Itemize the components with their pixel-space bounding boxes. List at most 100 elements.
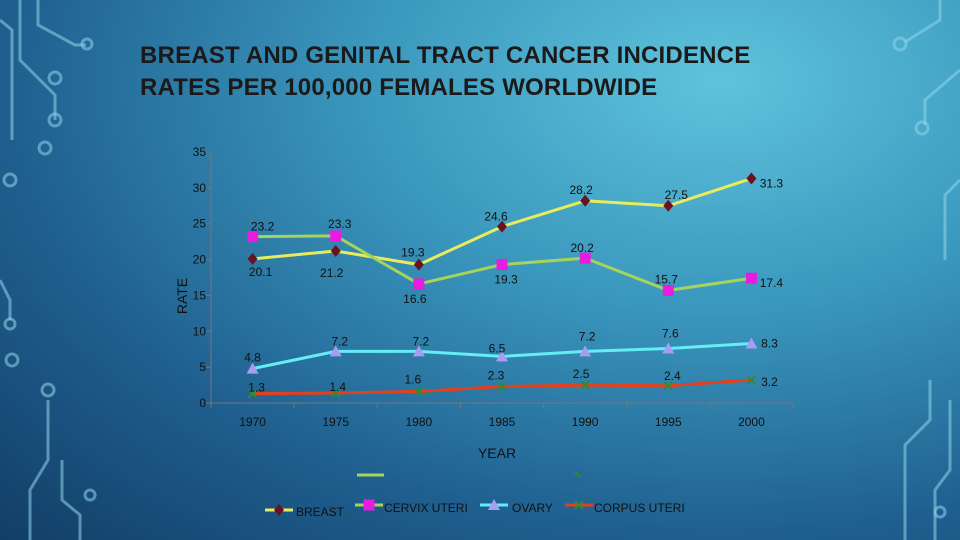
circuit-node <box>933 505 947 519</box>
legend-label: CERVIX UTERI <box>384 501 468 515</box>
circuit-node <box>892 36 908 52</box>
x-marker-stroke <box>247 388 258 399</box>
circuit-node <box>80 37 94 51</box>
circuit-node <box>3 317 17 331</box>
data-label: 15.7 <box>655 272 679 286</box>
circuit-node <box>83 488 97 502</box>
legend-artifact-mark <box>574 471 581 478</box>
data-point-corpus-uteri <box>414 386 424 397</box>
circuit-trace-right-2 <box>923 68 960 125</box>
data-label: 31.3 <box>760 177 784 191</box>
data-point-cervix-uteri <box>745 272 757 284</box>
data-label: 2.3 <box>488 369 505 383</box>
data-point-corpus-uteri <box>663 381 673 391</box>
data-point-ovary <box>579 345 592 357</box>
data-label: 7.2 <box>579 329 596 343</box>
circuit-trace-left-1 <box>18 0 57 120</box>
data-label: 6.5 <box>489 341 506 355</box>
data-label: 7.2 <box>331 334 348 348</box>
data-label: 28.2 <box>569 183 593 197</box>
legend-marker <box>574 500 584 510</box>
x-tick-label: 1975 <box>322 415 349 429</box>
data-label: 20.1 <box>249 265 273 279</box>
x-tick-label: 2000 <box>738 415 765 429</box>
y-tick-label: 0 <box>199 396 206 410</box>
x-tick-label: 1990 <box>572 415 599 429</box>
circuit-trace-right-1 <box>904 0 942 44</box>
y-tick-label: 10 <box>193 324 207 338</box>
data-point-cervix-uteri <box>247 231 259 243</box>
data-point-ovary <box>412 345 425 357</box>
circuit-trace-right-3 <box>943 178 960 260</box>
data-label: 7.2 <box>413 334 430 348</box>
chart-legend: BREAST CERVIX UTERI OVARY CORPUS UTERI <box>265 471 685 519</box>
y-tick-label: 5 <box>199 360 206 374</box>
data-label: 19.3 <box>401 246 425 260</box>
x-tick-label: 1970 <box>239 415 266 429</box>
circuit-node <box>2 172 18 188</box>
chart-data-labels: 20.1 21.2 19.3 24.6 28.2 27.5 31.3 23.2 23.3 16.6… <box>244 177 783 395</box>
data-point-cervix-uteri <box>662 284 674 296</box>
legend-label: CORPUS UTERI <box>594 501 685 515</box>
data-point-breast <box>746 172 757 185</box>
x-tick-label: 1995 <box>655 415 682 429</box>
data-point-ovary <box>329 345 342 357</box>
data-point-breast <box>580 194 591 207</box>
data-label: 4.8 <box>244 351 261 365</box>
data-label: 3.2 <box>761 375 778 389</box>
slide-title-line-1: BREAST AND GENITAL TRACT CANCER INCIDENC… <box>140 42 751 69</box>
circuit-trace-right-4 <box>903 380 932 540</box>
x-marker-stroke <box>574 500 584 510</box>
legend-label: BREAST <box>296 505 345 519</box>
data-label: 23.2 <box>251 220 275 234</box>
circuit-trace-left-4 <box>0 279 12 320</box>
data-point-ovary <box>745 337 758 349</box>
data-label: 27.5 <box>665 188 689 202</box>
legend-marker <box>363 499 375 511</box>
legend-marker <box>274 504 284 516</box>
data-point-corpus-uteri <box>746 375 757 385</box>
data-point-corpus-uteri <box>497 381 507 392</box>
data-label: 24.6 <box>484 210 508 224</box>
circuit-trace-left-2 <box>36 0 86 47</box>
y-tick-label: 25 <box>193 217 207 231</box>
y-tick-label: 15 <box>193 288 207 302</box>
data-label: 2.5 <box>573 367 590 381</box>
x-marker-stroke <box>746 375 757 385</box>
circuit-trace-left-6 <box>60 460 82 540</box>
data-label: 23.3 <box>328 217 352 231</box>
data-label: 19.3 <box>494 273 518 287</box>
data-label: 2.4 <box>664 369 681 383</box>
data-point-cervix-uteri <box>413 278 425 290</box>
data-point-breast <box>663 199 674 212</box>
data-point-breast <box>497 220 507 233</box>
data-point-cervix-uteri <box>330 230 342 242</box>
x-marker-stroke <box>663 381 673 391</box>
data-label: 20.2 <box>570 241 594 255</box>
data-point-cervix-uteri <box>579 252 591 264</box>
data-point-cervix-uteri <box>496 259 508 271</box>
data-label: 16.6 <box>403 292 427 306</box>
circuit-node <box>37 140 53 156</box>
data-label: 1.3 <box>248 381 265 395</box>
legend-marker <box>488 499 500 510</box>
circuit-node <box>40 382 56 398</box>
data-point-ovary <box>246 362 259 374</box>
circuit-node <box>47 112 63 128</box>
data-label: 1.6 <box>405 373 422 387</box>
data-point-corpus-uteri <box>331 388 341 398</box>
y-tick-label: 20 <box>193 253 207 267</box>
x-tick-label: 1985 <box>489 415 516 429</box>
circuit-trace-left-3 <box>0 18 14 140</box>
circuit-trace-left-5 <box>28 400 50 540</box>
chart-axes: 0 5 10 15 20 25 30 35 1970 1975 1980 1985 1990 1995 20… <box>193 145 794 429</box>
data-point-corpus-uteri <box>247 388 258 399</box>
data-point-breast <box>330 244 341 257</box>
data-point-ovary <box>662 342 675 354</box>
data-label: 1.4 <box>329 380 346 394</box>
legend-label: OVARY <box>512 501 553 515</box>
circuit-node <box>4 352 20 368</box>
slide-title: BREAST AND GENITAL TRACT CANCER INCIDENC… <box>140 40 860 104</box>
